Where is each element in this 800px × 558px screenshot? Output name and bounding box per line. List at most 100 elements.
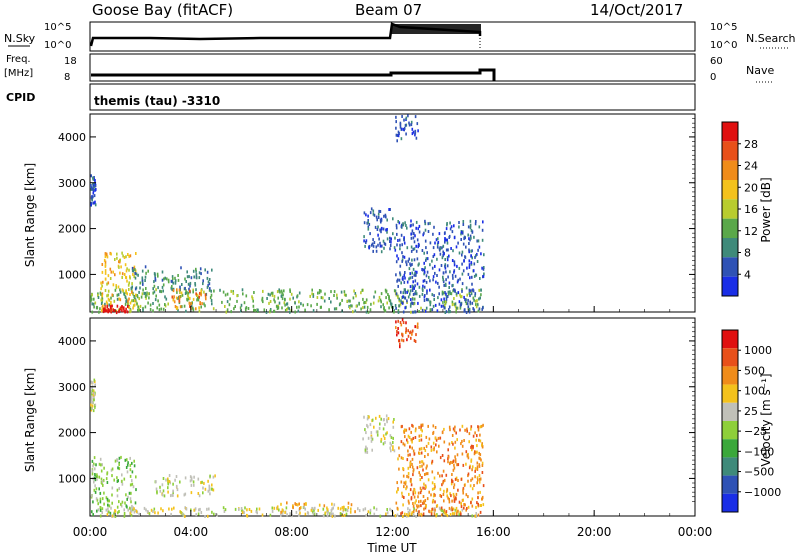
velocity-cell <box>445 510 448 514</box>
power-cell <box>433 298 435 301</box>
power-cell <box>104 309 106 312</box>
power-cell <box>186 297 188 301</box>
velocity-cell <box>113 511 116 515</box>
velocity-cell <box>401 511 404 515</box>
power-cell <box>449 292 452 295</box>
power-cell <box>458 225 460 229</box>
velocity-cell <box>131 461 133 465</box>
velocity-cell <box>404 428 406 432</box>
velocity-cell <box>435 443 437 447</box>
velocity-cell <box>222 506 225 510</box>
power-cell <box>460 295 463 299</box>
power-cell <box>441 256 444 260</box>
velocity-cell <box>117 511 119 515</box>
velocity-cell <box>418 500 420 504</box>
velocity-cell <box>168 480 171 483</box>
velocity-cell <box>92 397 95 401</box>
velocity-cell <box>129 509 132 513</box>
power-cell <box>421 308 424 312</box>
velocity-cell <box>91 401 94 405</box>
velocity-cell <box>94 383 96 387</box>
velocity-cell <box>456 510 458 514</box>
power-cell <box>271 291 274 295</box>
velocity-cell <box>431 507 434 511</box>
power-cell <box>431 308 434 312</box>
power-cell <box>174 279 177 283</box>
power-cell <box>324 292 326 296</box>
power-cell <box>429 303 432 307</box>
power-cell <box>465 286 468 290</box>
velocity-cell <box>450 482 453 486</box>
power-cell <box>427 222 430 226</box>
power-cell <box>319 305 322 309</box>
power-cell <box>145 296 147 300</box>
velocity-cell <box>404 482 407 486</box>
velocity-cell <box>211 483 213 487</box>
velocity-cell <box>451 434 454 437</box>
power-cell <box>418 294 421 298</box>
power-cell <box>263 308 266 312</box>
power-cell <box>395 306 397 310</box>
power-cell <box>450 292 453 296</box>
power-cell <box>94 184 97 187</box>
power-cell <box>124 296 127 300</box>
power-cell <box>296 294 299 298</box>
velocity-cell <box>295 510 298 514</box>
velocity-cell <box>407 507 409 511</box>
power-cell <box>131 290 133 294</box>
velocity-cell <box>420 425 422 429</box>
power-cell <box>143 291 145 295</box>
power-cell <box>451 273 454 277</box>
power-cell <box>198 306 200 310</box>
velocity-cell <box>323 504 326 508</box>
velocity-cell <box>407 472 410 475</box>
power-cell <box>252 299 254 303</box>
velocity-cell <box>401 424 403 428</box>
power-cell <box>198 271 201 275</box>
velocity-cell <box>446 514 449 518</box>
power-cell <box>198 309 201 313</box>
power-cell <box>476 252 478 256</box>
velocity-cell <box>426 472 429 476</box>
power-cell <box>94 200 96 204</box>
power-cell <box>360 307 362 311</box>
velocity-cell <box>424 506 427 510</box>
power-cell <box>180 266 182 270</box>
velocity-cell <box>384 422 386 426</box>
power-cell <box>418 243 420 247</box>
power-cell <box>185 289 187 293</box>
power-cell <box>209 287 211 291</box>
power-cell <box>99 307 101 311</box>
power-cell <box>411 127 414 131</box>
velocity-cell <box>397 327 399 330</box>
power-cell <box>443 297 445 301</box>
velocity-cell <box>471 504 474 508</box>
power-cell <box>454 305 457 308</box>
velocity-cell <box>292 506 294 510</box>
velocity-cell <box>481 445 484 449</box>
power-cell <box>454 274 457 278</box>
velocity-cell <box>454 425 456 429</box>
power-cell <box>155 294 157 298</box>
velocity-cell <box>113 478 115 482</box>
velocity-cell <box>453 429 456 433</box>
velocity-cell <box>452 492 455 496</box>
power-cell <box>196 298 198 302</box>
power-cell <box>367 221 369 225</box>
power-cell <box>92 302 95 306</box>
power-cell <box>316 296 319 299</box>
velocity-cell <box>111 467 114 471</box>
power-cell <box>97 294 99 298</box>
velocity-cell <box>455 506 458 510</box>
velocity-cell <box>246 508 248 512</box>
velocity-cell <box>398 446 400 450</box>
velocity-cell <box>471 514 474 518</box>
power-cell <box>450 247 452 250</box>
power-cell <box>409 263 412 267</box>
power-cell <box>469 302 472 306</box>
power-cell <box>155 288 157 292</box>
power-cell <box>372 244 375 248</box>
velocity-cell <box>386 508 388 511</box>
velocity-cell <box>461 439 463 443</box>
